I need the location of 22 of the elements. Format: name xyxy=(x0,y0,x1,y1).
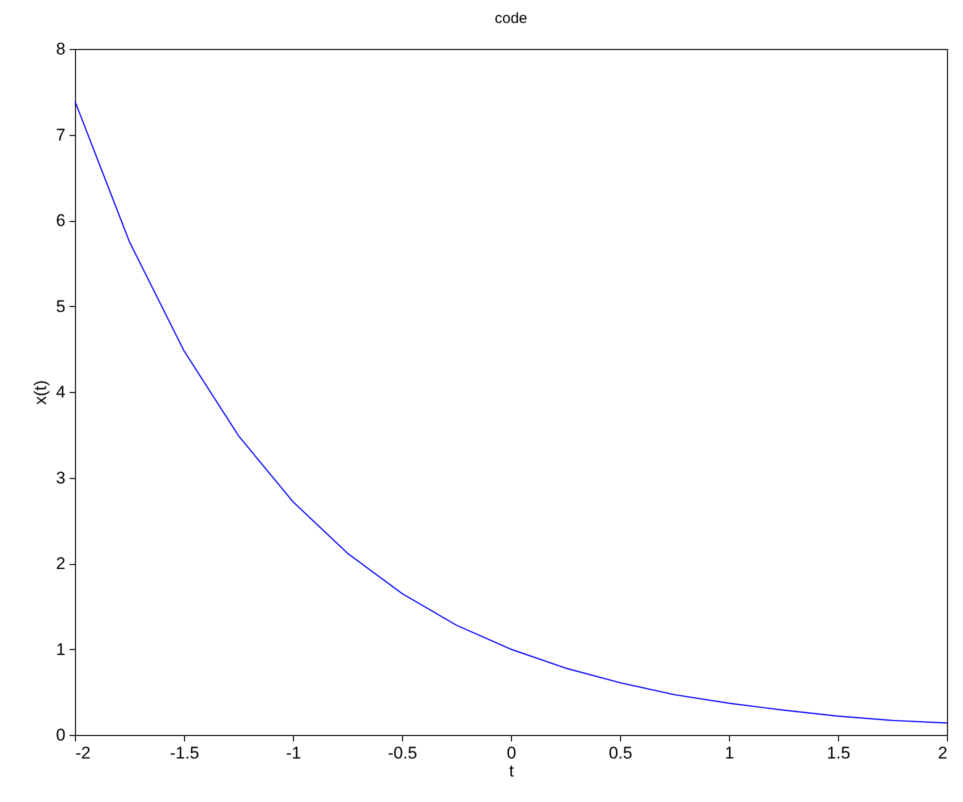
y-tick-label: 2 xyxy=(56,554,66,573)
y-tick-label: 8 xyxy=(56,40,66,58)
x-tick-label: 0 xyxy=(506,744,516,762)
x-tick-label: -1 xyxy=(286,744,302,762)
x-tick-label: 0.5 xyxy=(608,744,632,762)
x-tick-label: -1.5 xyxy=(170,744,200,762)
y-tick-label: 3 xyxy=(56,468,66,488)
x-tick-label: -0.5 xyxy=(388,744,418,762)
y-tick-label: 1 xyxy=(56,640,66,659)
y-tick-label: 4 xyxy=(56,382,66,402)
chart-title: code xyxy=(494,10,528,27)
line-series xyxy=(74,100,948,724)
x-tick-label: -2 xyxy=(76,744,91,762)
y-tick-label: 6 xyxy=(56,211,66,230)
y-axis-title: x(t) xyxy=(31,380,50,405)
x-axis-title: t xyxy=(509,762,514,780)
y-tick-label: 5 xyxy=(56,296,66,316)
x-tick-label: 2 xyxy=(938,744,948,762)
x-tick-label: 1 xyxy=(724,744,734,762)
y-tick-label: 0 xyxy=(56,726,66,744)
x-tick-label: 1.5 xyxy=(826,744,850,762)
y-tick-label: 7 xyxy=(56,125,66,144)
